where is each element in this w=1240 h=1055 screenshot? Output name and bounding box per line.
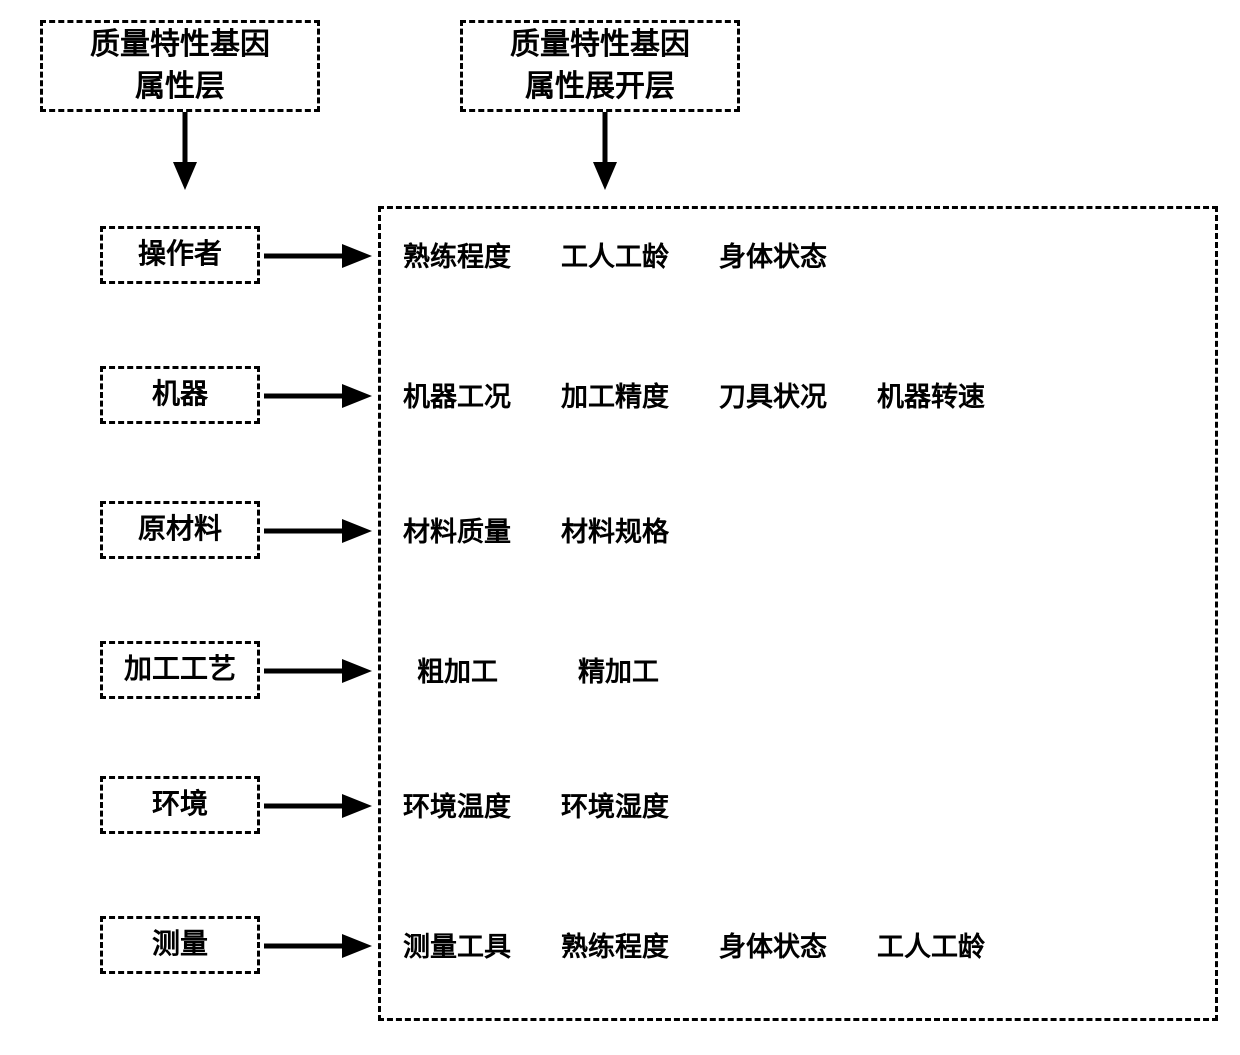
category-operator: 操作者: [100, 226, 260, 284]
attribute-row-material: 材料质量 材料规格: [403, 510, 669, 549]
attribute-item: 熟练程度: [561, 925, 669, 964]
attribute-item: 刀具状况: [719, 375, 827, 414]
attribute-item: 环境温度: [403, 785, 511, 824]
attribute-item: 材料质量: [403, 510, 511, 549]
attribute-item: 材料规格: [561, 510, 669, 549]
attribute-item: 工人工龄: [877, 925, 985, 964]
category-machine: 机器: [100, 366, 260, 424]
attribute-item: 加工精度: [561, 375, 669, 414]
category-material: 原材料: [100, 501, 260, 559]
attribute-item: 环境湿度: [561, 785, 669, 824]
expanded-attributes-container: 熟练程度 工人工龄 身体状态 机器工况 加工精度 刀具状况 机器转速 材料质量 …: [378, 206, 1218, 1021]
arrow-right-icon: [264, 656, 374, 691]
category-measurement: 测量: [100, 916, 260, 974]
attribute-item: 工人工龄: [561, 235, 669, 274]
category-label: 操作者: [138, 235, 222, 274]
attribute-item: 熟练程度: [403, 235, 511, 274]
category-label: 加工工艺: [124, 650, 236, 689]
attribute-item: 精加工: [578, 650, 659, 689]
category-label: 环境: [152, 785, 208, 824]
attribute-item: 身体状态: [719, 925, 827, 964]
arrow-down-right: [590, 112, 620, 197]
category-label: 机器: [152, 375, 208, 414]
arrow-right-icon: [264, 241, 374, 276]
arrow-right-icon: [264, 516, 374, 551]
arrow-right-icon: [264, 791, 374, 826]
attribute-row-machine: 机器工况 加工精度 刀具状况 机器转速: [403, 375, 985, 414]
header-right-text: 质量特性基因属性展开层: [510, 24, 690, 108]
attribute-item: 身体状态: [719, 235, 827, 274]
attribute-row-measurement: 测量工具 熟练程度 身体状态 工人工龄: [403, 925, 985, 964]
header-attribute-layer: 质量特性基因属性层: [40, 20, 320, 112]
attribute-row-process: 粗加工 精加工: [417, 650, 659, 689]
header-left-text: 质量特性基因属性层: [90, 24, 270, 108]
attribute-row-operator: 熟练程度 工人工龄 身体状态: [403, 235, 827, 274]
attribute-item: 机器工况: [403, 375, 511, 414]
arrow-down-left: [170, 112, 200, 197]
category-label: 原材料: [138, 510, 222, 549]
arrow-right-icon: [264, 381, 374, 416]
attribute-item: 粗加工: [417, 650, 498, 689]
attribute-row-environment: 环境温度 环境湿度: [403, 785, 669, 824]
header-expanded-layer: 质量特性基因属性展开层: [460, 20, 740, 112]
category-environment: 环境: [100, 776, 260, 834]
category-process: 加工工艺: [100, 641, 260, 699]
attribute-item: 机器转速: [877, 375, 985, 414]
category-label: 测量: [152, 925, 208, 964]
arrow-right-icon: [264, 931, 374, 966]
attribute-item: 测量工具: [403, 925, 511, 964]
